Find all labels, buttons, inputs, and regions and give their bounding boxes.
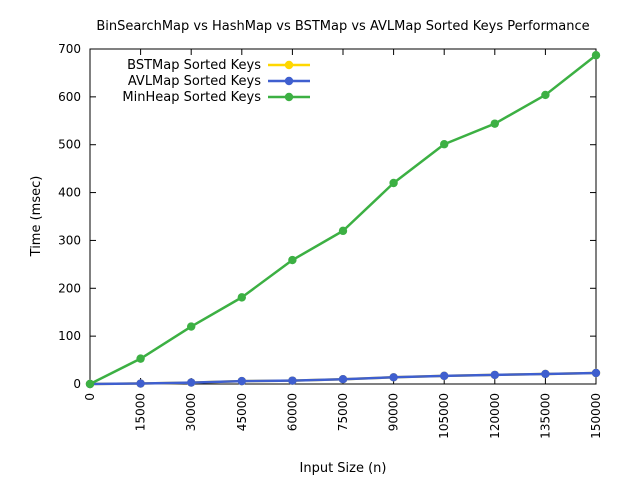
y-tick-label: 500: [58, 138, 81, 152]
legend-swatch-point: [284, 76, 294, 86]
legend-swatch-point: [284, 60, 294, 70]
data-point: [541, 369, 550, 379]
x-tick-label: 15000: [134, 393, 148, 431]
data-point: [541, 90, 550, 100]
data-point: [490, 370, 499, 380]
data-point: [440, 371, 449, 381]
data-point: [338, 375, 348, 384]
x-tick-label: 75000: [336, 393, 350, 431]
y-tick-label: 100: [58, 329, 81, 343]
x-axis-label: Input Size (n): [300, 461, 387, 476]
data-point: [591, 51, 601, 60]
legend-label: AVLMap Sorted Keys: [128, 74, 261, 89]
x-tick-label: 0: [83, 393, 97, 401]
legend-item: AVLMap Sorted Keys: [128, 74, 310, 89]
data-point: [187, 378, 196, 387]
y-tick-label: 400: [58, 186, 81, 200]
data-point: [338, 226, 348, 236]
x-tick-label: 105000: [437, 393, 451, 439]
y-axis-label: Time (msec): [29, 176, 44, 258]
data-point: [136, 354, 145, 363]
data-point: [288, 376, 297, 385]
data-point: [136, 379, 145, 388]
data-point: [187, 322, 196, 331]
legend-item: BSTMap Sorted Keys: [127, 58, 310, 73]
y-tick-label: 300: [58, 233, 81, 247]
x-tick-label: 45000: [235, 393, 249, 431]
x-tick-label: 150000: [589, 393, 603, 439]
data-point: [85, 379, 95, 389]
data-point: [389, 178, 398, 188]
y-tick-label: 200: [58, 281, 81, 295]
data-point: [389, 373, 398, 382]
y-tick-label: 700: [58, 42, 81, 56]
data-point: [591, 368, 601, 378]
data-point: [440, 140, 449, 149]
y-tick-label: 600: [58, 90, 81, 104]
y-tick-label: 0: [73, 377, 81, 391]
y-axis: 0 100 200 300 400 500 600 700: [58, 42, 596, 391]
series-2: [85, 368, 601, 389]
data-point: [237, 293, 246, 302]
x-tick-label: 120000: [488, 393, 502, 439]
data-point: [288, 255, 297, 265]
x-tick-label: 60000: [285, 393, 299, 431]
data-point: [237, 376, 246, 386]
data-point: [490, 119, 499, 128]
chart-title: BinSearchMap vs HashMap vs BSTMap vs AVL…: [96, 19, 589, 34]
x-axis: 0 15000 30000 45000 60000 75000 90000 105000 120…: [83, 49, 603, 439]
x-tick-label: 90000: [387, 393, 401, 431]
legend-swatch-point: [284, 92, 294, 102]
x-tick-label: 30000: [184, 393, 198, 431]
series-layer: [85, 51, 601, 389]
legend-item: MinHeap Sorted Keys: [122, 90, 310, 105]
x-tick-label: 135000: [538, 393, 552, 439]
legend-label: MinHeap Sorted Keys: [122, 90, 261, 105]
legend-label: BSTMap Sorted Keys: [127, 58, 261, 73]
series-3: [85, 51, 601, 389]
